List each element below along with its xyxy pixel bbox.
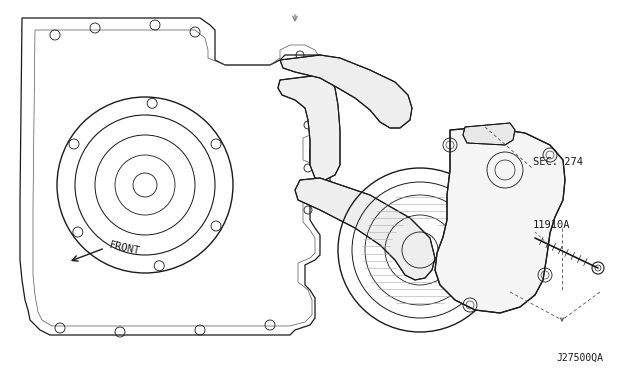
Polygon shape: [435, 127, 565, 313]
Text: SEC. 274: SEC. 274: [533, 157, 583, 167]
Polygon shape: [278, 75, 340, 180]
Text: J27500QA: J27500QA: [557, 353, 604, 363]
Polygon shape: [463, 123, 515, 145]
Text: FRONT: FRONT: [108, 240, 141, 256]
Polygon shape: [280, 55, 412, 128]
Text: 11910A: 11910A: [533, 220, 570, 230]
Polygon shape: [295, 178, 435, 280]
